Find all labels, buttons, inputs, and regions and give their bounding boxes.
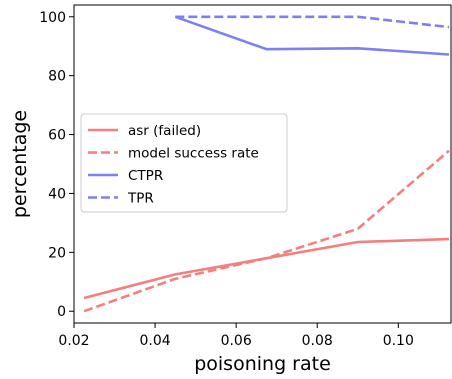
y-tick-label: 80	[48, 69, 66, 85]
legend-entry-label: TPR	[127, 191, 154, 207]
legend-box	[80, 113, 288, 213]
y-axis-label: percentage	[9, 110, 31, 218]
series-line-4	[175, 15, 450, 29]
series-line-2	[83, 149, 450, 313]
plot-frame	[73, 4, 452, 324]
x-tick-label: 0.02	[58, 333, 89, 349]
legend-entry-label: asr (failed)	[128, 123, 201, 139]
y-tick-label: 20	[48, 245, 66, 261]
series-layer	[83, 15, 450, 313]
y-tick-label: 60	[48, 128, 66, 144]
legend: asr (failed) model success rate CTPR TPR	[80, 113, 288, 213]
ticks-layer: 0.02 0.04 0.06 0.08 0.10 0 20 40 60 80 100	[39, 10, 414, 349]
y-tick-label: 100	[39, 10, 66, 26]
legend-entry-label: CTPR	[128, 168, 163, 184]
x-tick-label: 0.10	[383, 333, 414, 349]
x-tick-label: 0.06	[221, 333, 252, 349]
x-axis-label: poisoning rate	[194, 353, 331, 375]
y-tick-label: 0	[57, 304, 66, 320]
x-tick-label: 0.04	[139, 333, 170, 349]
series-line-1	[83, 237, 450, 300]
x-tick-label: 0.08	[302, 333, 333, 349]
series-line-3	[174, 15, 450, 56]
y-tick-label: 40	[48, 186, 66, 202]
legend-entry-label: model success rate	[128, 146, 259, 162]
